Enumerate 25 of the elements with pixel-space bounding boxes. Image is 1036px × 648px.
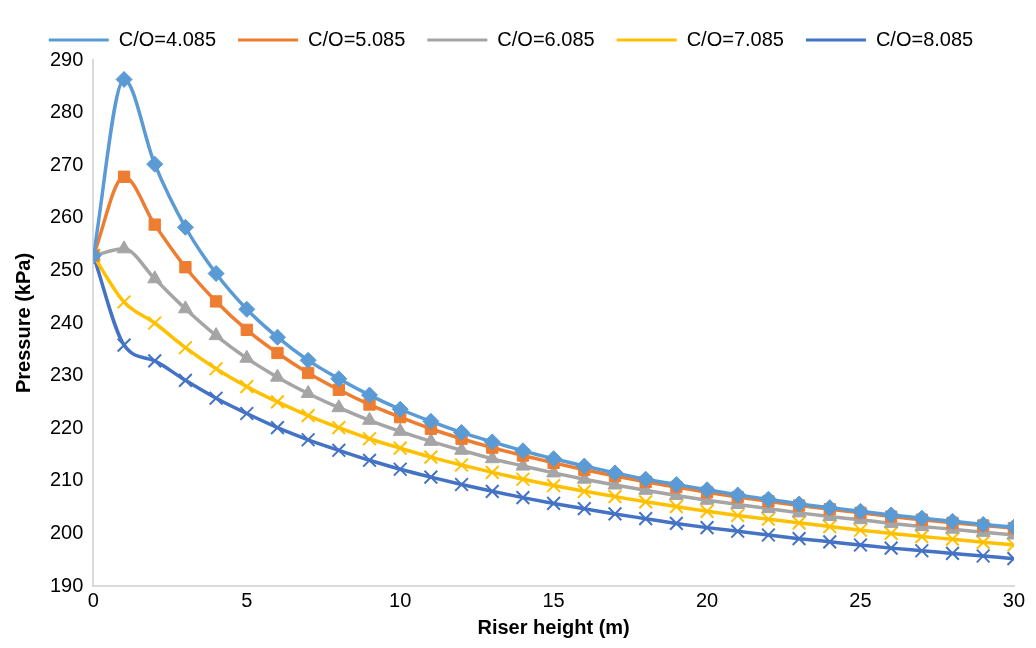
legend-label: C/O=6.085: [497, 27, 595, 50]
x-tick-label: 0: [87, 588, 99, 611]
y-tick-label: 220: [49, 415, 84, 438]
y-tick-label: 260: [49, 205, 84, 228]
x-tick-label: 10: [389, 588, 412, 611]
x-tick-label: 30: [1002, 588, 1025, 611]
legend-label: C/O=8.085: [875, 27, 974, 50]
y-tick-label: 250: [49, 257, 84, 280]
x-tick-label: 20: [695, 588, 719, 611]
x-tick-label: 25: [849, 588, 872, 611]
y-tick-label: 280: [49, 100, 84, 123]
y-tick-label: 190: [49, 573, 84, 596]
legend-label: C/O=4.085: [118, 27, 217, 50]
legend-label: C/O=7.085: [686, 27, 784, 50]
y-tick-label: 270: [49, 152, 84, 175]
x-axis-title: Riser height (m): [477, 615, 630, 638]
y-tick-label: 200: [49, 520, 84, 543]
y-tick-label: 290: [49, 47, 84, 70]
x-tick-label: 5: [241, 588, 253, 611]
y-tick-label: 230: [49, 363, 84, 386]
x-tick-label: 15: [542, 588, 565, 611]
y-tick-label: 240: [49, 310, 84, 333]
y-axis-title: Pressure (kPa): [11, 252, 34, 394]
legend-label: C/O=5.085: [308, 27, 406, 50]
y-tick-label: 210: [49, 468, 84, 491]
